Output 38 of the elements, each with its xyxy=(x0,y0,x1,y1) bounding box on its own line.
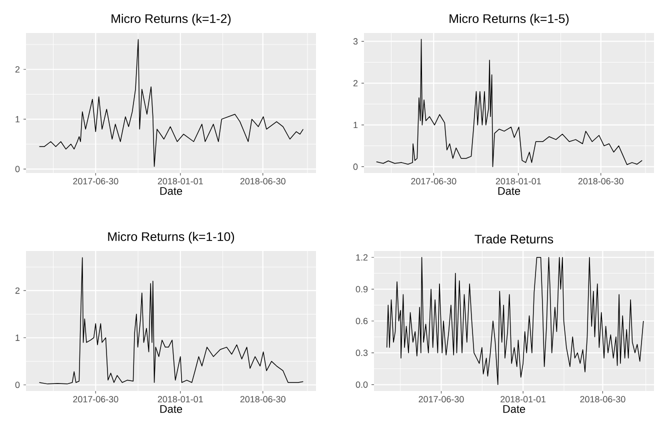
x-tick-label: 2017-06-30 xyxy=(411,178,456,184)
y-tick-label: 1.2 xyxy=(356,254,368,260)
chart-title: Micro Returns (k=1-10) xyxy=(108,232,234,244)
x-axis-title: Date xyxy=(498,187,520,195)
line-series xyxy=(386,256,644,386)
x-tick-label: 2017-06-30 xyxy=(73,396,118,402)
line-series xyxy=(38,39,304,167)
y-tick-label: 2 xyxy=(15,66,20,73)
y-tick-label: 0.6 xyxy=(356,318,368,324)
x-tick-label: 2018-06-30 xyxy=(240,396,286,402)
y-tick-label: 2 xyxy=(353,80,358,86)
x-tick-label: 2018-01-01 xyxy=(158,396,203,402)
y-tick-label: 1 xyxy=(16,334,20,341)
line-series xyxy=(376,38,642,168)
y-tick-label: 0 xyxy=(353,164,358,170)
x-tick-label: 2018-06-30 xyxy=(580,396,626,402)
x-tick-label: 2018-01-01 xyxy=(496,178,541,184)
x-tick-label: 2018-01-01 xyxy=(500,396,546,402)
y-tick-label: 1 xyxy=(354,122,358,128)
y-tick-label: 0.3 xyxy=(356,350,368,356)
x-axis-title: Date xyxy=(503,405,526,413)
y-tick-label: 0 xyxy=(15,166,20,172)
y-tick-label: 0 xyxy=(15,382,20,388)
x-tick-label: 2017-06-30 xyxy=(73,178,118,184)
y-tick-label: 1 xyxy=(16,116,20,122)
x-axis-title: Date xyxy=(160,405,182,413)
chart-title: Micro Returns (k=1-5) xyxy=(450,14,569,26)
y-tick-label: 0.0 xyxy=(356,381,368,388)
y-tick-label: 0.9 xyxy=(356,286,368,292)
x-tick-label: 2018-06-30 xyxy=(240,178,286,184)
chart-title: Micro Returns (k=1-2) xyxy=(112,14,231,26)
x-tick-label: 2018-01-01 xyxy=(158,178,203,184)
x-axis-title: Date xyxy=(160,187,182,195)
x-tick-label: 2017-06-30 xyxy=(418,396,464,402)
chart-title: Trade Returns xyxy=(474,234,554,244)
y-tick-label: 2 xyxy=(15,287,20,294)
x-tick-label: 2018-06-30 xyxy=(578,178,624,184)
y-tick-label: 3 xyxy=(353,38,358,45)
